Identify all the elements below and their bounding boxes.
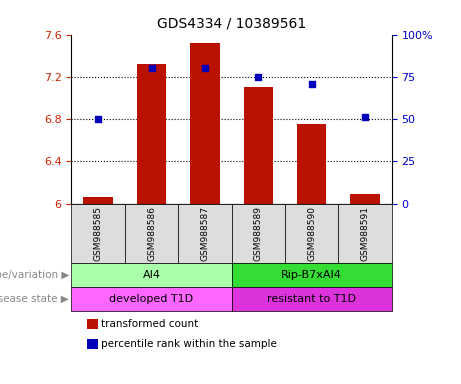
Text: genotype/variation ▶: genotype/variation ▶ — [0, 270, 69, 280]
Text: developed T1D: developed T1D — [110, 294, 194, 304]
Text: disease state ▶: disease state ▶ — [0, 294, 69, 304]
Text: AI4: AI4 — [142, 270, 160, 280]
Point — [148, 65, 155, 71]
Text: GSM988589: GSM988589 — [254, 206, 263, 261]
Point — [361, 114, 369, 121]
Text: percentile rank within the sample: percentile rank within the sample — [101, 339, 277, 349]
Text: GSM988587: GSM988587 — [201, 206, 209, 261]
Point — [201, 65, 209, 71]
Bar — [190, 43, 219, 204]
Text: transformed count: transformed count — [101, 319, 199, 329]
Text: GSM988585: GSM988585 — [94, 206, 103, 261]
Point — [308, 81, 315, 87]
Point — [254, 74, 262, 80]
Bar — [83, 197, 113, 204]
Text: resistant to T1D: resistant to T1D — [267, 294, 356, 304]
Bar — [350, 194, 380, 204]
Title: GDS4334 / 10389561: GDS4334 / 10389561 — [157, 17, 306, 31]
Point — [95, 116, 102, 122]
Bar — [137, 64, 166, 204]
Text: GSM988591: GSM988591 — [361, 206, 370, 261]
Text: GSM988590: GSM988590 — [307, 206, 316, 261]
Bar — [244, 88, 273, 204]
Bar — [297, 124, 326, 204]
Text: GSM988586: GSM988586 — [147, 206, 156, 261]
Text: Rip-B7xAI4: Rip-B7xAI4 — [281, 270, 342, 280]
